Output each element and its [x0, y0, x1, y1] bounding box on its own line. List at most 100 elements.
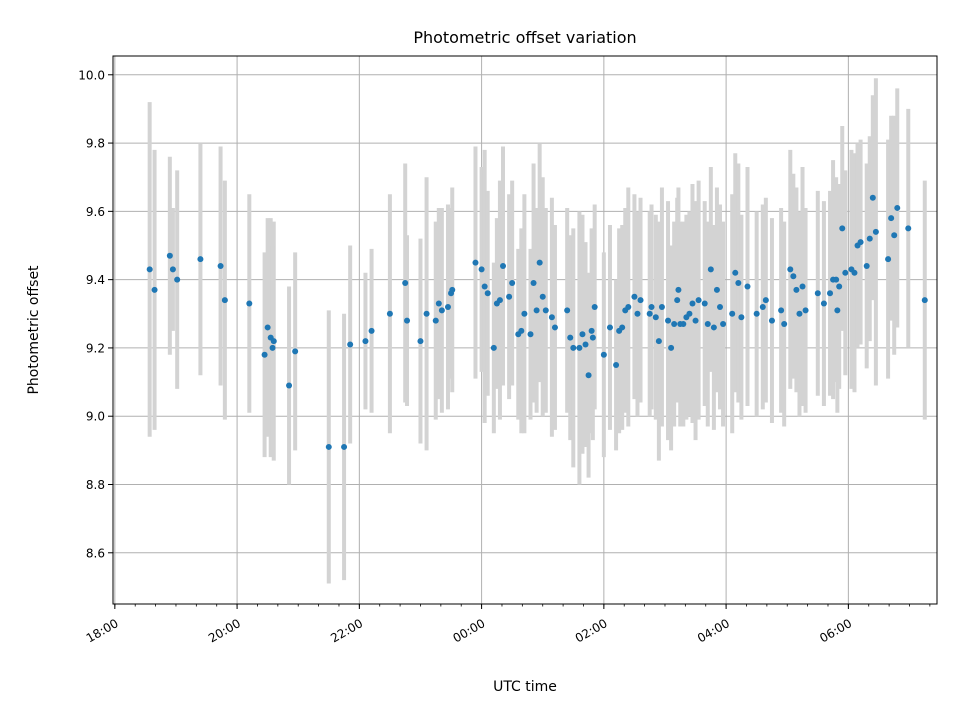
- data-point: [496, 297, 503, 304]
- data-point: [665, 317, 672, 324]
- data-point: [417, 338, 424, 345]
- data-point: [402, 280, 409, 287]
- data-point: [585, 372, 592, 379]
- data-point: [695, 297, 702, 304]
- data-point: [637, 297, 644, 304]
- data-point: [347, 341, 354, 348]
- data-point: [606, 324, 613, 331]
- data-point: [732, 269, 739, 276]
- data-point: [478, 266, 485, 273]
- data-point: [655, 338, 662, 345]
- data-point: [686, 310, 693, 317]
- data-point: [652, 314, 659, 321]
- data-point: [221, 297, 228, 304]
- data-point: [787, 266, 794, 273]
- data-point: [863, 262, 870, 269]
- data-point: [518, 327, 525, 334]
- data-point: [341, 443, 348, 450]
- data-point: [799, 283, 806, 290]
- data-point: [591, 303, 598, 310]
- data-point: [872, 228, 879, 235]
- data-point: [851, 269, 858, 276]
- data-point: [869, 194, 876, 201]
- data-point: [648, 303, 655, 310]
- data-point: [778, 307, 785, 314]
- data-point: [814, 290, 821, 297]
- y-tick-label: 9.2: [86, 341, 105, 355]
- data-point: [701, 300, 708, 307]
- y-axis-ticks: 8.6 8.8 9.0 9.2 9.4 9.6 9.8 10.0: [78, 68, 113, 560]
- data-point: [423, 310, 430, 317]
- data-point: [790, 273, 797, 280]
- data-point: [680, 321, 687, 328]
- data-point: [536, 259, 543, 266]
- data-point: [174, 276, 181, 283]
- data-point: [744, 283, 751, 290]
- data-point: [839, 225, 846, 232]
- data-point: [217, 262, 224, 269]
- y-axis-label: Photometric offset: [26, 265, 42, 395]
- data-point: [151, 286, 158, 293]
- data-point: [781, 321, 788, 328]
- data-point: [325, 443, 332, 450]
- data-point: [619, 324, 626, 331]
- data-point: [836, 283, 843, 290]
- y-tick-label: 9.8: [86, 137, 105, 151]
- data-point: [521, 310, 528, 317]
- data-point: [404, 317, 411, 324]
- data-point: [261, 351, 268, 358]
- data-point: [270, 338, 277, 345]
- data-point: [921, 297, 928, 304]
- data-point: [762, 297, 769, 304]
- data-point: [432, 317, 439, 324]
- data-point: [827, 290, 834, 297]
- data-point: [707, 266, 714, 273]
- data-point: [820, 300, 827, 307]
- data-point: [292, 348, 299, 355]
- data-point: [634, 310, 641, 317]
- data-point: [582, 341, 589, 348]
- data-point: [449, 286, 456, 293]
- data-point: [264, 324, 271, 331]
- data-point: [530, 280, 537, 287]
- data-point: [548, 314, 555, 321]
- data-point: [169, 266, 176, 273]
- x-axis-label: UTC time: [493, 679, 557, 695]
- data-point: [509, 280, 516, 287]
- data-points: [146, 194, 928, 450]
- data-point: [438, 307, 445, 314]
- data-point: [796, 310, 803, 317]
- data-point: [768, 317, 775, 324]
- data-point: [710, 324, 717, 331]
- data-point: [631, 293, 638, 300]
- data-point: [894, 204, 901, 211]
- data-point: [658, 303, 665, 310]
- data-point: [704, 321, 711, 328]
- data-point: [857, 239, 864, 246]
- data-point: [576, 344, 583, 351]
- data-point: [588, 327, 595, 334]
- data-point: [625, 303, 632, 310]
- data-point: [506, 293, 513, 300]
- data-point: [386, 310, 393, 317]
- data-point: [834, 307, 841, 314]
- data-point: [692, 317, 699, 324]
- data-point: [551, 324, 558, 331]
- data-point: [579, 331, 586, 338]
- y-tick-label: 9.0: [86, 410, 105, 424]
- data-point: [753, 310, 760, 317]
- data-point: [481, 283, 488, 290]
- data-point: [888, 215, 895, 222]
- data-point: [166, 252, 173, 259]
- data-point: [671, 321, 678, 328]
- data-point: [472, 259, 479, 266]
- data-point: [146, 266, 153, 273]
- data-point: [866, 235, 873, 242]
- data-point: [564, 307, 571, 314]
- data-point: [362, 338, 369, 345]
- data-point: [542, 307, 549, 314]
- data-point: [269, 344, 276, 351]
- y-tick-label: 8.6: [86, 546, 105, 560]
- data-point: [759, 303, 766, 310]
